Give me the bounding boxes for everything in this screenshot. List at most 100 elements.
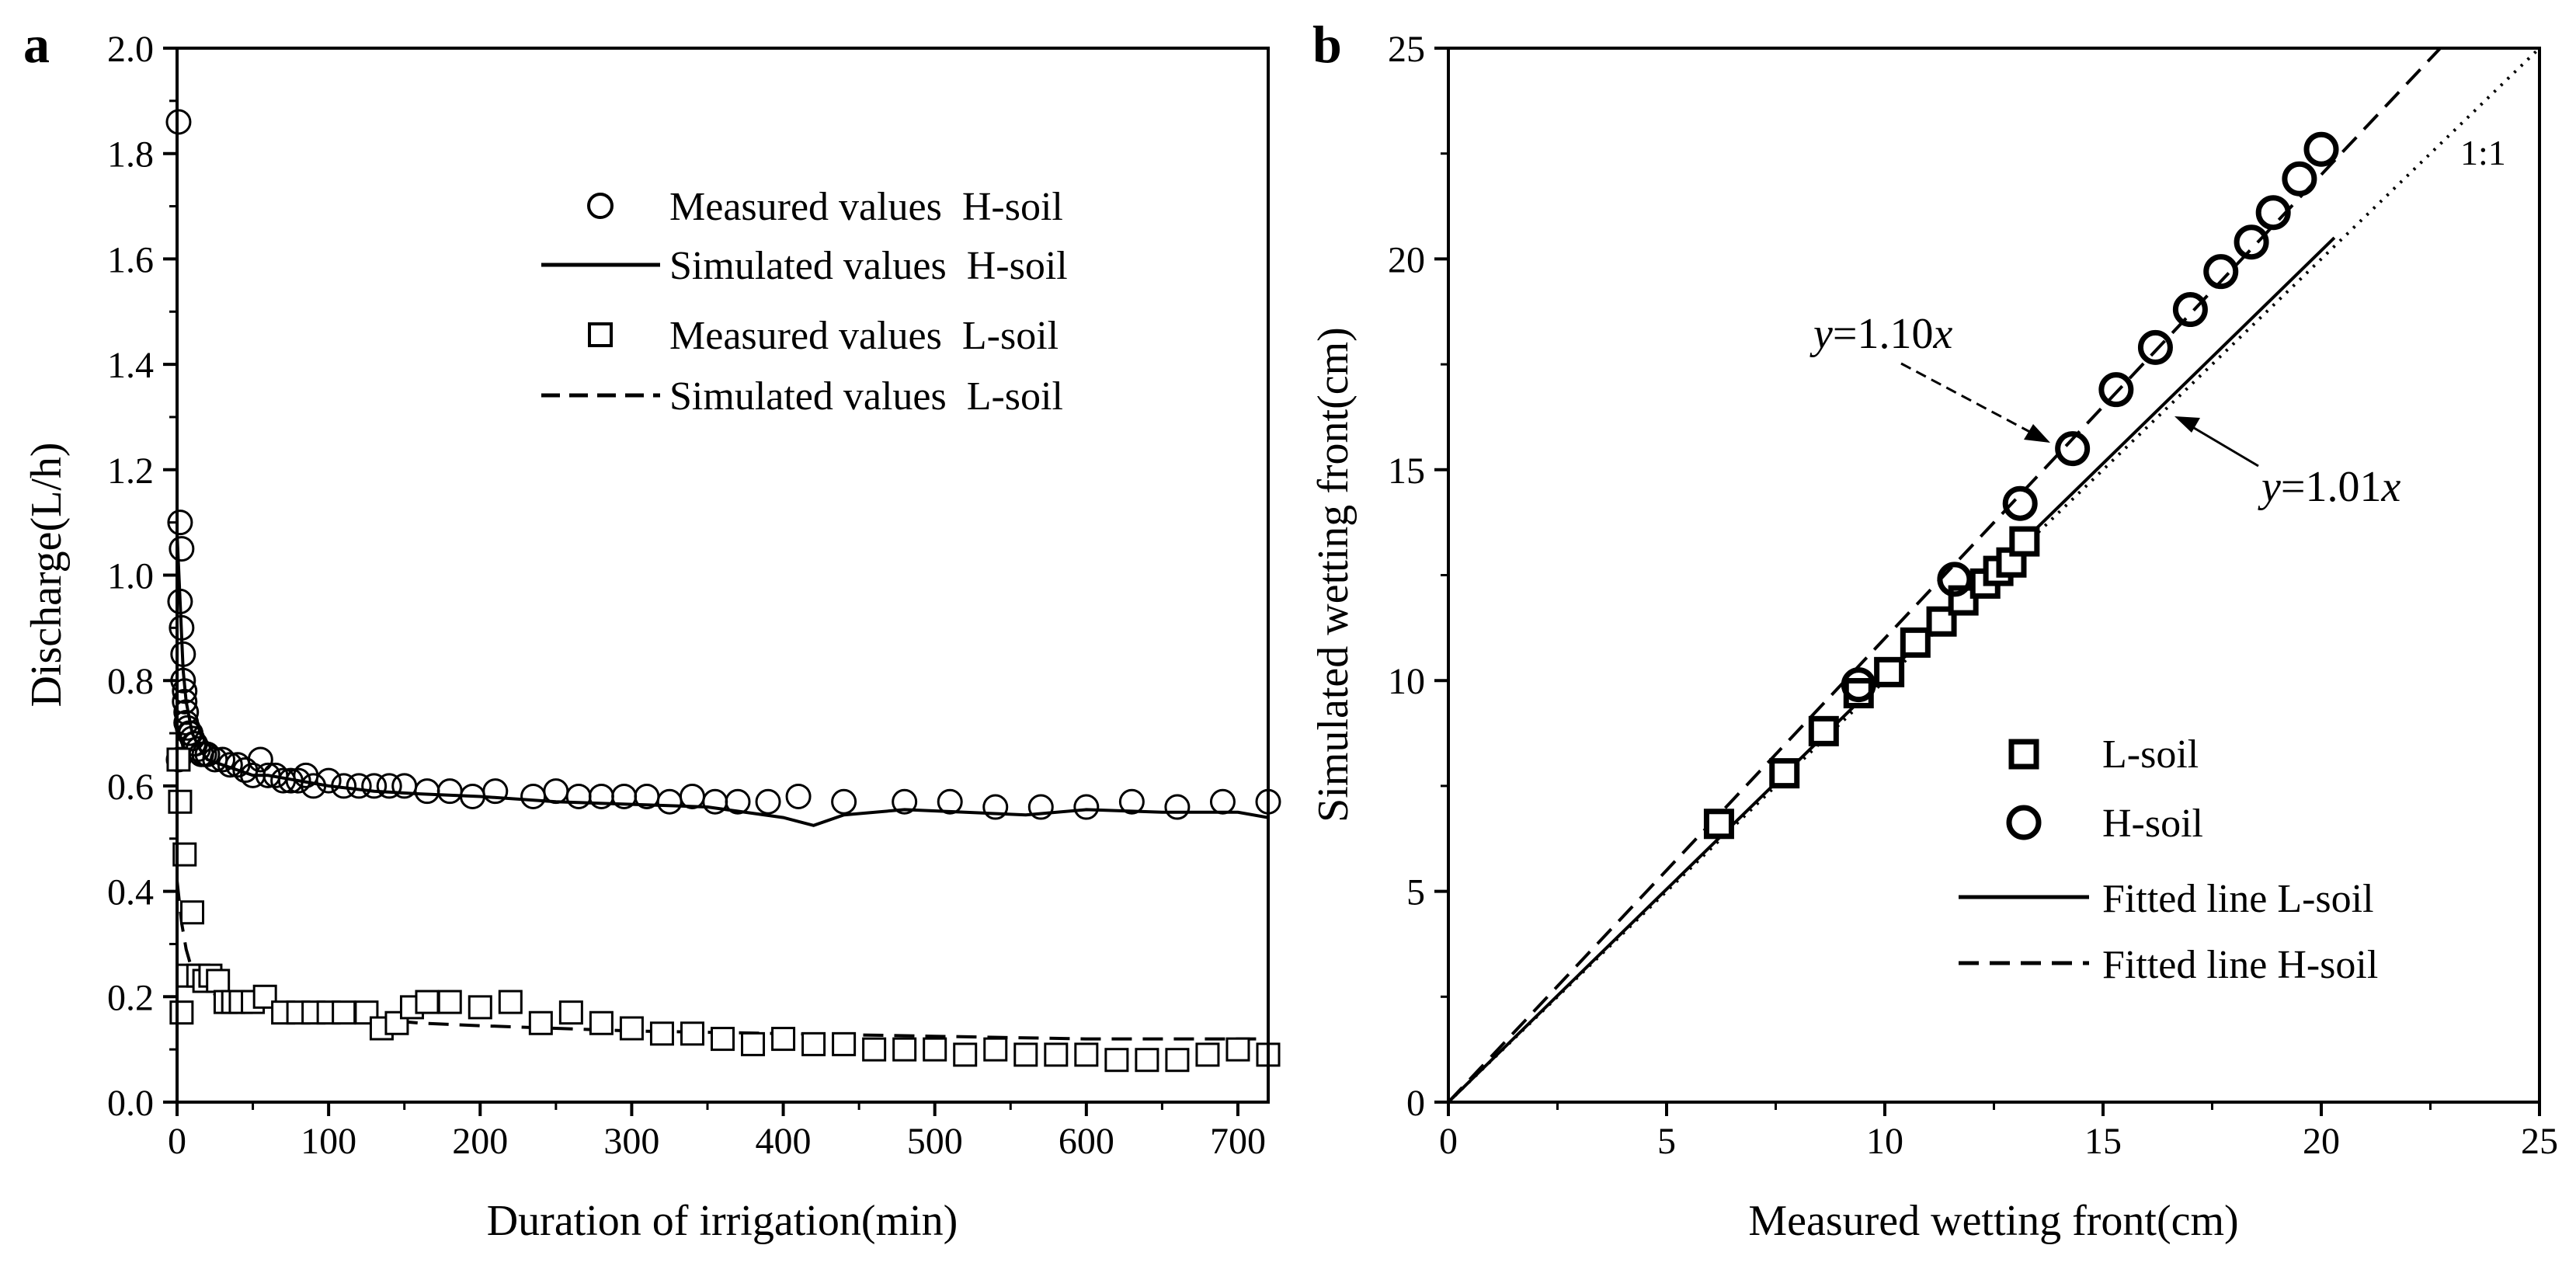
data-point-measured-values-l-soil [589,1010,614,1035]
equation-h-var-y: y [1809,310,1833,358]
x-tick-label: 15 [2084,1121,2122,1162]
data-point-measured-values-h-soil [217,752,243,778]
data-point-measured-values-h-soil [194,741,221,767]
data-point-measured-values-h-soil [785,783,812,809]
equation-h-slope: =1.10 [1833,310,1934,358]
data-point-measured-values-h-soil [331,773,357,799]
data-point-measured-values-h-soil [210,746,236,773]
panel-a-tick-labels: 0 100 200 300 400 500 600 700 0.0 0.2 0.4 0.6 0.8 1.0… [107,29,1266,1162]
data-point-measured-values-h-soil [1073,794,1100,820]
data-point-l-soil [1703,809,1734,840]
data-point-h-soil [2282,161,2317,197]
x-tick-label: 200 [452,1121,508,1162]
series-lines [177,533,1268,1041]
data-point-measured-values-h-soil [361,773,388,799]
data-point-measured-values-h-soil [414,778,440,805]
panel-b-x-axis-title: Measured wetting front(cm) [1748,1197,2238,1245]
legend-label-l-soil: L-soil [2102,732,2199,777]
legend-label-measured-l: Measured values L-soil [669,314,1059,358]
data-point-measured-values-l-soil [801,1031,826,1056]
equation-l-var-y: y [2258,463,2281,511]
data-point-h-soil [2203,254,2239,290]
data-point-measured-values-l-soil [1135,1048,1159,1073]
legend-label-measured-h: Measured values H-soil [669,185,1063,229]
data-point-measured-values-h-soil [543,778,569,805]
data-point-measured-values-l-soil [741,1031,766,1056]
series-line-simulated-values-h-soil [177,533,1268,827]
data-point-measured-values-h-soil [170,667,196,694]
data-point-measured-values-l-soil [680,1021,704,1046]
y-tick-label: 1.6 [107,239,154,280]
data-point-measured-values-l-soil [1044,1042,1069,1067]
data-point-l-soil [2009,526,2040,557]
panel-a-legend: Measured values H-soil Simulated values … [541,185,1068,419]
legend-label-simulated-l: Simulated values L-soil [669,374,1063,419]
data-point-measured-values-l-soil [206,969,231,993]
panel-b-y-axis-title: Simulated wetting front(cm) [1309,327,1358,823]
data-point-measured-values-h-soil [565,783,592,809]
panel-b-legend: L-soil H-soil Fitted line L-soil Fitted … [1959,732,2378,987]
data-point-measured-values-l-soil [983,1037,1008,1062]
x-tick-label: 20 [2303,1121,2340,1162]
x-tick-label: 25 [2521,1121,2558,1162]
data-point-measured-values-h-soil [376,773,402,799]
data-point-measured-values-l-soil [862,1037,887,1062]
data-point-measured-values-l-soil [180,900,205,925]
data-point-h-soil [2055,431,2091,467]
data-point-measured-values-h-soil [1027,794,1054,820]
y-tick-label: 1.0 [107,556,154,597]
data-point-measured-values-l-soil [332,1000,356,1025]
data-point-measured-values-h-soil [172,688,198,715]
legend-marker-square-b [2008,739,2039,770]
equation-l-arrow-head [2174,416,2200,433]
one-to-one-label: 1:1 [2460,133,2506,172]
data-point-measured-values-h-soil [725,788,751,815]
data-point-measured-values-h-soil [167,588,193,614]
series-markers [1703,131,2339,840]
data-point-measured-values-h-soil [170,641,196,667]
data-point-h-soil [1937,562,1973,597]
data-point-measured-values-l-soil [1225,1037,1250,1062]
legend-label-simulated-h: Simulated values H-soil [669,244,1068,288]
data-point-measured-values-l-soil [498,989,523,1014]
data-point-measured-values-l-soil [1165,1048,1190,1073]
legend-label-h-soil: H-soil [2102,802,2203,846]
data-point-measured-values-h-soil [702,788,728,815]
data-point-measured-values-h-soil [1164,794,1191,820]
data-point-measured-values-h-soil [1209,788,1236,815]
data-point-measured-values-h-soil [167,510,193,536]
y-tick-label: 1.8 [107,134,154,176]
data-point-measured-values-l-soil [1013,1042,1038,1067]
data-point-h-soil [2255,195,2291,231]
x-tick-label: 400 [756,1121,812,1162]
y-tick-label: 2.0 [107,29,154,70]
data-point-measured-values-l-soil [953,1042,978,1067]
data-point-measured-values-l-soil [558,1000,583,1025]
legend-label-fitted-l: Fitted line L-soil [2102,877,2374,921]
x-tick-label: 600 [1059,1121,1114,1162]
data-point-measured-values-l-soil [168,789,193,814]
data-point-measured-values-l-soil [771,1027,796,1052]
data-point-measured-values-l-soil [1104,1048,1129,1073]
data-point-measured-values-l-soil [384,1010,409,1035]
x-tick-label: 700 [1210,1121,1266,1162]
data-point-measured-values-l-soil [415,989,440,1014]
data-point-l-soil [1900,627,1931,658]
panel-a-y-axis-title: Discharge(L/h) [23,442,71,707]
data-point-measured-values-l-soil [923,1037,947,1062]
data-point-h-soil [2137,329,2173,365]
data-point-measured-values-l-soil [1195,1042,1220,1067]
data-point-measured-values-h-soil [520,783,547,809]
data-point-l-soil [1769,758,1800,789]
data-point-h-soil [2303,131,2339,167]
data-point-measured-values-l-soil [619,1016,644,1041]
data-point-measured-values-l-soil [528,1010,553,1035]
panel-a-axes-frame [176,47,1270,1104]
y-tick-label: 0.0 [107,1083,154,1124]
data-point-measured-values-h-soil [892,788,918,815]
data-point-measured-values-h-soil [656,788,683,815]
x-tick-label: 500 [907,1121,963,1162]
data-point-measured-values-h-soil [755,788,781,815]
panel-a-letter: a [23,15,50,74]
